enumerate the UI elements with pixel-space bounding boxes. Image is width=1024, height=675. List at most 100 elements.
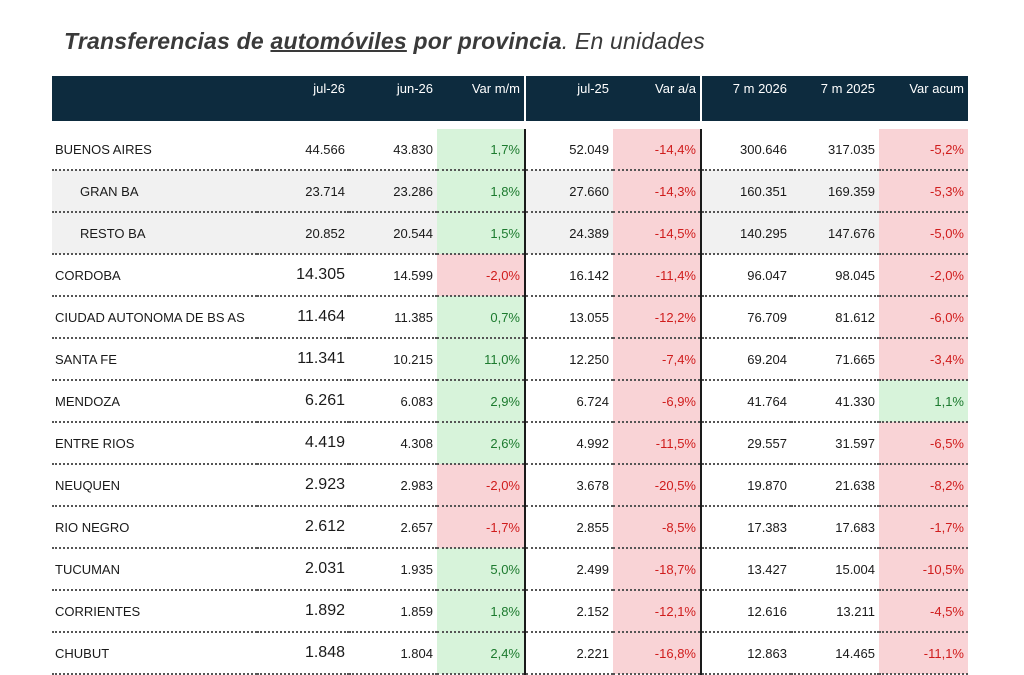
cell-m2025: 15.004 (791, 548, 879, 591)
cell-name: RIO NEGRO (52, 506, 257, 549)
cell-var-mm: -2,0% (437, 254, 525, 297)
cell-jul25: 4.992 (524, 422, 613, 465)
cell-var-acum: -2,0% (879, 254, 968, 297)
cell-var-aa: -14,4% (613, 129, 701, 171)
cell-m2026: 96.047 (700, 254, 791, 297)
cell-var-aa: -14,3% (613, 170, 701, 213)
cell-m2026: 160.351 (700, 170, 791, 213)
cell-jul25: 6.724 (524, 380, 613, 423)
cell-var-aa: -20,5% (613, 464, 701, 507)
cell-jul26: 23.714 (257, 170, 349, 213)
cell-var-aa: -18,7% (613, 548, 701, 591)
table-row: CORRIENTES 1.892 1.859 1,8% 2.152 -12,1% 12.61… (52, 590, 968, 633)
cell-m2026: 12.616 (700, 590, 791, 633)
cell-m2025: 169.359 (791, 170, 879, 213)
cell-jul26: 4.419 (257, 422, 349, 465)
cell-jul25: 12.250 (524, 338, 613, 381)
cell-m2026: 29.557 (700, 422, 791, 465)
cell-jul26: 14.305 (257, 254, 349, 297)
cell-m2026: 41.764 (700, 380, 791, 423)
cell-var-aa: -12,2% (613, 296, 701, 339)
cell-jul25: 3.678 (524, 464, 613, 507)
table-row: RIO NEGRO 2.612 2.657 -1,7% 2.855 -8,5% 17.383… (52, 506, 968, 549)
cell-m2026: 69.204 (700, 338, 791, 381)
table-row: CIUDAD AUTONOMA DE BS AS 11.464 11.385 0,7%… (52, 296, 968, 339)
cell-m2025: 147.676 (791, 212, 879, 255)
table-row: CORDOBA 14.305 14.599 -2,0% 16.142 -11,4% 96.0… (52, 254, 968, 297)
table-row: CHUBUT 1.848 1.804 2,4% 2.221 -16,8% 12.863 14.… (52, 632, 968, 675)
cell-m2025: 71.665 (791, 338, 879, 381)
cell-m2026: 12.863 (700, 632, 791, 675)
cell-var-aa: -16,8% (613, 632, 701, 675)
cell-m2026: 76.709 (700, 296, 791, 339)
cell-var-acum: -6,0% (879, 296, 968, 339)
cell-jun26: 4.308 (349, 422, 437, 465)
cell-jul26: 2.031 (257, 548, 349, 591)
header-jul25: jul-25 (524, 76, 613, 121)
cell-var-mm: -1,7% (437, 506, 525, 549)
header-var-acum: Var acum (879, 76, 968, 121)
header-var-mm: Var m/m (437, 76, 525, 121)
table-row: TUCUMAN 2.031 1.935 5,0% 2.499 -18,7% 13.427 15… (52, 548, 968, 591)
cell-var-mm: -2,0% (437, 464, 525, 507)
cell-jul25: 24.389 (524, 212, 613, 255)
cell-jul26: 11.341 (257, 338, 349, 381)
cell-jun26: 10.215 (349, 338, 437, 381)
title-part-3: por provincia (406, 28, 562, 54)
cell-var-aa: -8,5% (613, 506, 701, 549)
cell-jul26: 1.848 (257, 632, 349, 675)
table-body: BUENOS AIRES 44.566 43.830 1,7% 52.049 -14,4%… (52, 121, 968, 675)
table-row: ENTRE RIOS 4.419 4.308 2,6% 4.992 -11,5% 29.55… (52, 422, 968, 465)
table-row: GRAN BA 23.714 23.286 1,8% 27.660 -14,3% 160.3… (52, 170, 968, 213)
cell-jun26: 6.083 (349, 380, 437, 423)
cell-name: BUENOS AIRES (52, 129, 257, 171)
cell-m2025: 41.330 (791, 380, 879, 423)
cell-jun26: 11.385 (349, 296, 437, 339)
cell-var-acum: -6,5% (879, 422, 968, 465)
cell-jul26: 6.261 (257, 380, 349, 423)
cell-name: CORRIENTES (52, 590, 257, 633)
table-row: BUENOS AIRES 44.566 43.830 1,7% 52.049 -14,4%… (52, 129, 968, 171)
header-7m2025: 7 m 2025 (791, 76, 879, 121)
cell-m2025: 317.035 (791, 129, 879, 171)
cell-jul26: 44.566 (257, 129, 349, 171)
table-row: NEUQUEN 2.923 2.983 -2,0% 3.678 -20,5% 19.870 2… (52, 464, 968, 507)
cell-m2025: 13.211 (791, 590, 879, 633)
cell-jul25: 52.049 (524, 129, 613, 171)
cell-var-acum: -10,5% (879, 548, 968, 591)
cell-var-aa: -14,5% (613, 212, 701, 255)
cell-var-mm: 0,7% (437, 296, 525, 339)
cell-var-acum: -5,3% (879, 170, 968, 213)
cell-var-acum: -1,7% (879, 506, 968, 549)
cell-m2026: 300.646 (700, 129, 791, 171)
cell-jul26: 2.923 (257, 464, 349, 507)
cell-name: CIUDAD AUTONOMA DE BS AS (52, 296, 257, 339)
cell-jul25: 16.142 (524, 254, 613, 297)
cell-m2025: 14.465 (791, 632, 879, 675)
transfers-table: jul-26 jun-26 Var m/m jul-25 Var a/a 7 m… (52, 76, 968, 675)
cell-var-mm: 2,9% (437, 380, 525, 423)
table-row: SANTA FE 11.341 10.215 11,0% 12.250 -7,4% 69.2… (52, 338, 968, 381)
cell-m2025: 98.045 (791, 254, 879, 297)
cell-jul26: 20.852 (257, 212, 349, 255)
cell-jun26: 1.804 (349, 632, 437, 675)
cell-m2025: 17.683 (791, 506, 879, 549)
cell-name: NEUQUEN (52, 464, 257, 507)
cell-jun26: 1.859 (349, 590, 437, 633)
cell-m2026: 19.870 (700, 464, 791, 507)
cell-var-aa: -11,4% (613, 254, 701, 297)
cell-var-acum: -5,0% (879, 212, 968, 255)
cell-var-mm: 2,4% (437, 632, 525, 675)
table-row: RESTO BA 20.852 20.544 1,5% 24.389 -14,5% 140.… (52, 212, 968, 255)
cell-jun26: 1.935 (349, 548, 437, 591)
header-province (52, 76, 257, 121)
header-jul26: jul-26 (257, 76, 349, 121)
cell-var-mm: 1,7% (437, 129, 525, 171)
table-row: MENDOZA 6.261 6.083 2,9% 6.724 -6,9% 41.764 41.… (52, 380, 968, 423)
cell-jul25: 2.221 (524, 632, 613, 675)
header-jun26: jun-26 (349, 76, 437, 121)
cell-var-mm: 1,5% (437, 212, 525, 255)
cell-jun26: 2.983 (349, 464, 437, 507)
cell-var-acum: -8,2% (879, 464, 968, 507)
cell-jun26: 23.286 (349, 170, 437, 213)
